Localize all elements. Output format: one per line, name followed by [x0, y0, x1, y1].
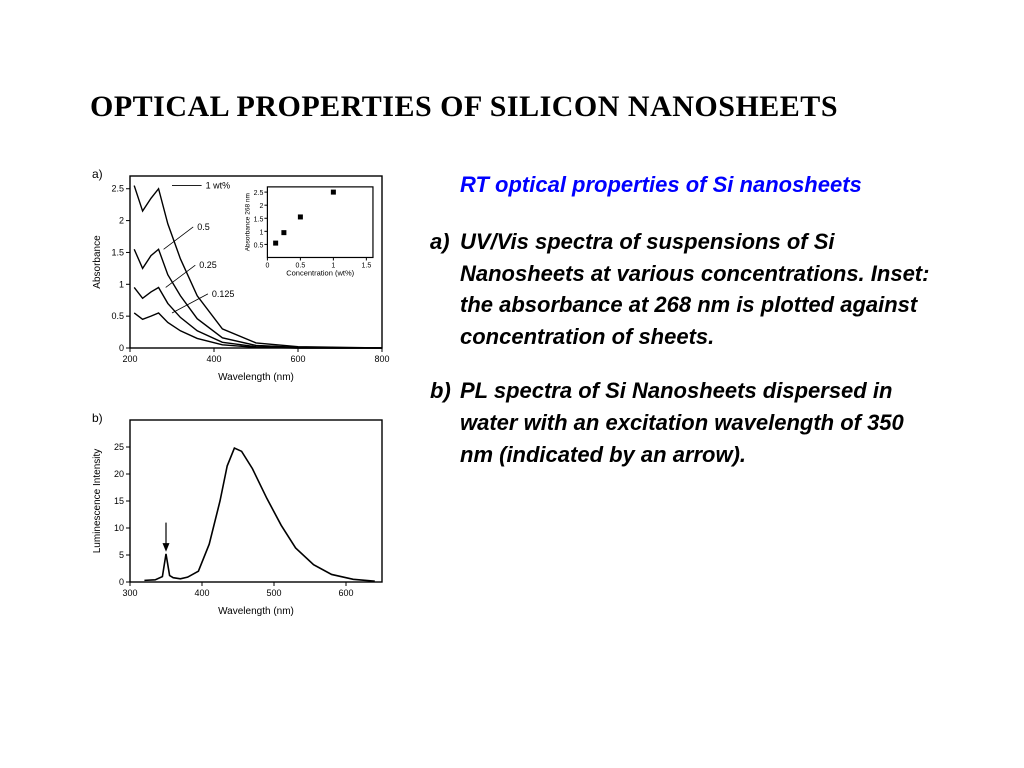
svg-text:b): b) [92, 411, 103, 425]
svg-text:a): a) [92, 167, 103, 181]
svg-text:Concentration (wt%): Concentration (wt%) [286, 268, 354, 277]
svg-text:Absorbance 268 nm: Absorbance 268 nm [244, 193, 251, 251]
svg-text:Wavelength (nm): Wavelength (nm) [218, 606, 294, 617]
page-title: OPTICAL PROPERTIES OF SILICON NANOSHEETS [90, 90, 934, 124]
svg-text:1: 1 [119, 279, 124, 289]
svg-text:0.5: 0.5 [197, 222, 210, 232]
caption-marker: a) [430, 226, 460, 354]
content-row: a)00.511.522.5200400600800Wavelength (nm… [90, 166, 934, 620]
svg-text:10: 10 [114, 523, 124, 533]
svg-text:2.5: 2.5 [254, 190, 264, 197]
subtitle: RT optical properties of Si nanosheets [430, 170, 934, 200]
svg-text:1.5: 1.5 [361, 262, 371, 269]
svg-text:1.5: 1.5 [111, 247, 124, 257]
svg-text:600: 600 [290, 354, 305, 364]
svg-text:800: 800 [374, 354, 389, 364]
svg-text:500: 500 [266, 588, 281, 598]
svg-text:0: 0 [265, 262, 269, 269]
svg-text:20: 20 [114, 469, 124, 479]
svg-text:1: 1 [259, 229, 263, 236]
svg-text:0.5: 0.5 [111, 311, 124, 321]
svg-text:5: 5 [119, 550, 124, 560]
svg-text:0.125: 0.125 [212, 289, 235, 299]
svg-text:300: 300 [122, 588, 137, 598]
svg-text:15: 15 [114, 496, 124, 506]
chart-a-uvvis: a) 0 0.5 1 1.5 2 2.5 200 400 600 800 Wavelength (nm… [90, 166, 390, 386]
figure-column: a)00.511.522.5200400600800Wavelength (nm… [90, 166, 390, 620]
svg-text:600: 600 [338, 588, 353, 598]
svg-text:Wavelength (nm): Wavelength (nm) [218, 372, 294, 383]
svg-text:2: 2 [259, 203, 263, 210]
svg-text:Absorbance: Absorbance [92, 235, 103, 289]
svg-text:Luminescence Intensity: Luminescence Intensity [92, 449, 103, 554]
svg-text:25: 25 [114, 442, 124, 452]
svg-text:0: 0 [119, 343, 124, 353]
svg-text:0.5: 0.5 [254, 242, 264, 249]
text-column: RT optical properties of Si nanosheets a… [430, 166, 934, 620]
caption-item-b: b) PL spectra of Si Nanosheets dispersed… [430, 375, 934, 471]
svg-text:400: 400 [206, 354, 221, 364]
svg-text:1.5: 1.5 [254, 216, 264, 223]
svg-text:400: 400 [194, 588, 209, 598]
svg-text:0: 0 [119, 577, 124, 587]
svg-text:0.25: 0.25 [199, 260, 217, 270]
svg-text:1 wt%: 1 wt% [206, 181, 231, 191]
caption-text: PL spectra of Si Nanosheets dispersed in… [460, 375, 934, 471]
caption-text: UV/Vis spectra of suspensions of Si Nano… [460, 226, 934, 354]
chart-b-pl: b) 0 5 10 15 20 25 300 400 500 600 Wavelength (nm) L… [90, 410, 390, 620]
slide: OPTICAL PROPERTIES OF SILICON NANOSHEETS… [0, 0, 1024, 660]
caption-item-a: a) UV/Vis spectra of suspensions of Si N… [430, 226, 934, 354]
svg-text:200: 200 [122, 354, 137, 364]
caption-marker: b) [430, 375, 460, 471]
svg-text:2: 2 [119, 216, 124, 226]
svg-text:2.5: 2.5 [111, 184, 124, 194]
